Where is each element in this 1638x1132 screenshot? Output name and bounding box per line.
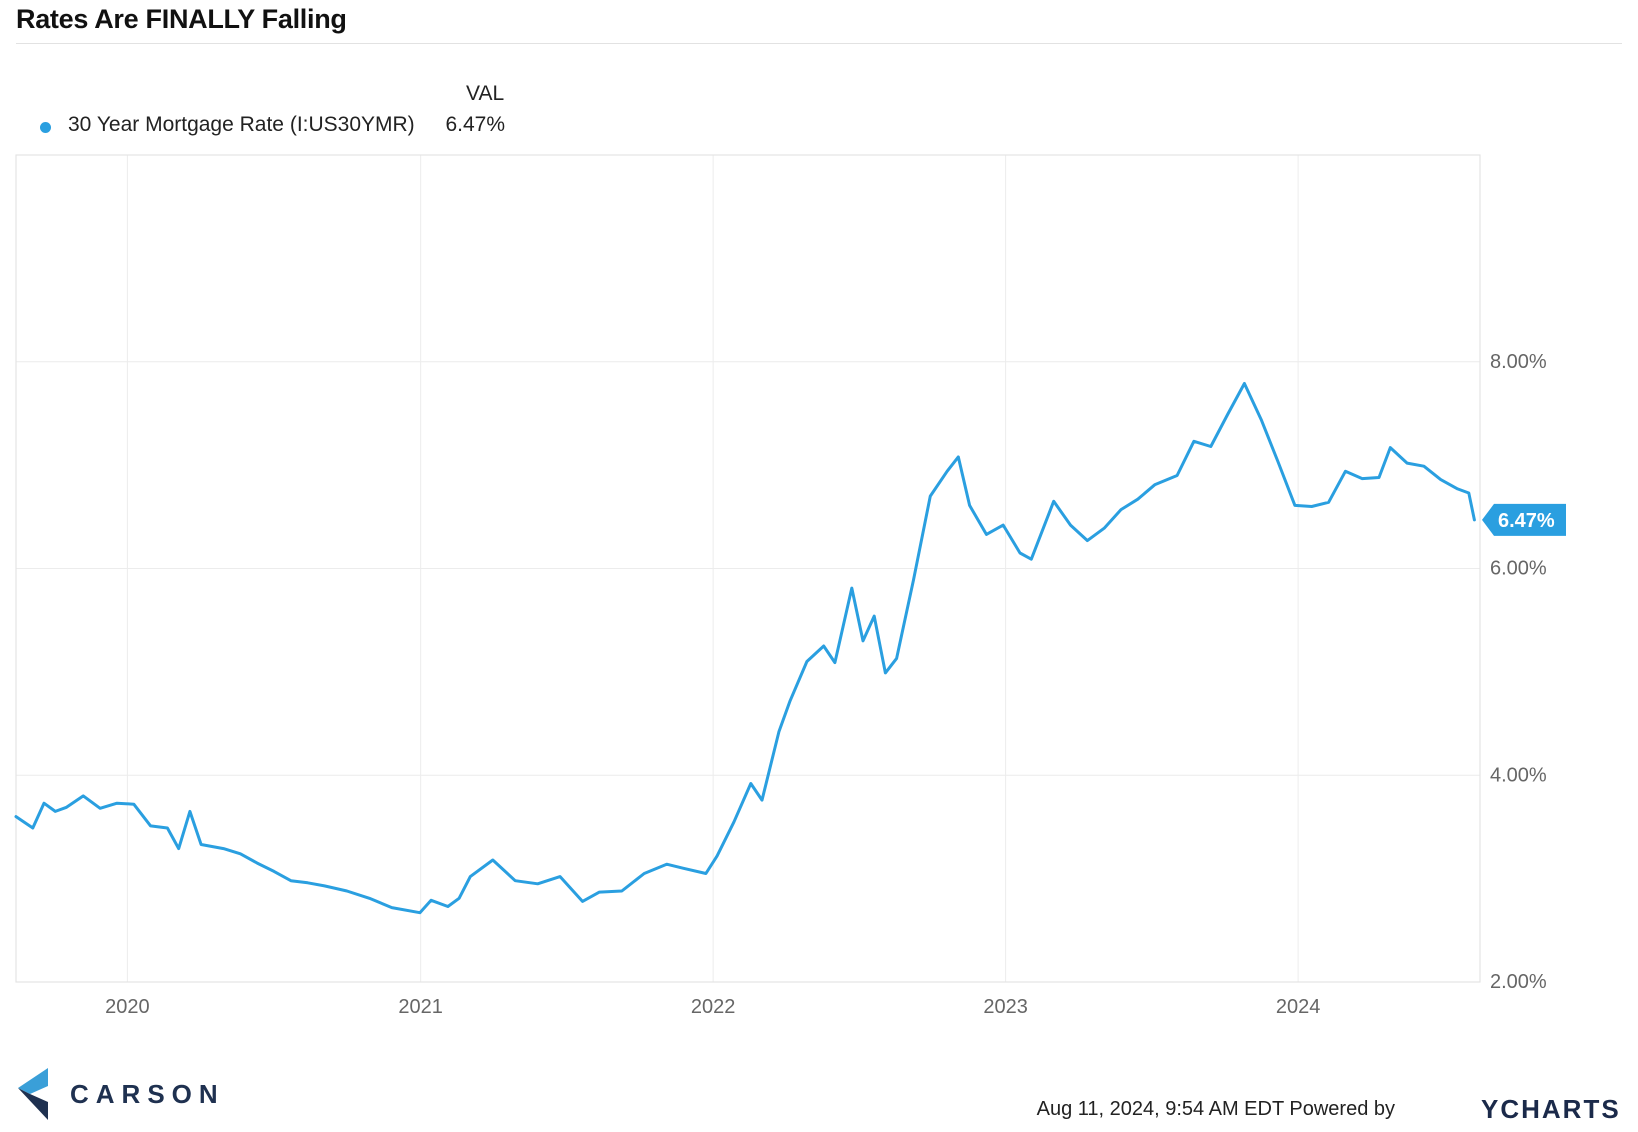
legend-dot-icon — [40, 122, 51, 133]
ycharts-logo[interactable]: YCHARTS — [1481, 1094, 1621, 1125]
plot-frame — [15, 154, 1481, 983]
x-tick-label: 2024 — [1276, 996, 1321, 1018]
legend-item[interactable]: 30 Year Mortgage Rate (I:US30YMR) 6.47% — [40, 113, 505, 141]
last-value-tag-label: 6.47% — [1498, 510, 1555, 532]
legend-value-header: VAL — [466, 82, 505, 105]
chart-title: Rates Are FINALLY Falling — [16, 4, 347, 34]
y-tick-label: 4.00% — [1490, 764, 1547, 786]
y-tick-label: 8.00% — [1490, 351, 1547, 373]
x-tick-label: 2021 — [398, 996, 443, 1018]
carson-logo-text: CARSON — [70, 1079, 225, 1109]
ycharts-logo-y: Y — [1481, 1094, 1501, 1124]
series-line — [14, 382, 1476, 915]
last-value-tag-shape — [1482, 503, 1566, 536]
legend-series-name: 30 Year Mortgage Rate (I:US30YMR) — [68, 113, 415, 136]
y-tick-label: 2.00% — [1490, 971, 1547, 993]
legend-series-value: 6.47% — [445, 113, 505, 136]
ycharts-logo-text: CHARTS — [1500, 1094, 1621, 1124]
footer-timestamp: Aug 11, 2024, 9:54 AM EDT Powered by — [1036, 1098, 1395, 1120]
title-divider — [16, 43, 1622, 44]
last-value-tag: 6.47% — [1482, 503, 1566, 536]
y-gridlines — [16, 361, 1480, 983]
y-tick-labels: 2.00% 4.00% 6.00% 8.00% — [1490, 351, 1547, 993]
x-tick-label: 2020 — [105, 996, 150, 1018]
x-tick-labels: 2020 2021 2022 2023 2024 — [105, 996, 1320, 1018]
y-tick-label: 6.00% — [1490, 558, 1547, 580]
x-gridlines — [126, 155, 1299, 982]
carson-logo-icon — [18, 1068, 48, 1120]
x-tick-label: 2023 — [983, 996, 1028, 1018]
x-tick-label: 2022 — [691, 996, 736, 1018]
